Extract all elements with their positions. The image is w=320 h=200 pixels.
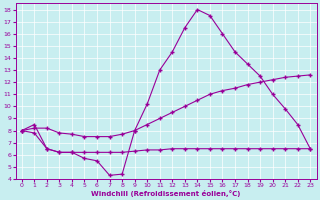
X-axis label: Windchill (Refroidissement éolien,°C): Windchill (Refroidissement éolien,°C) bbox=[91, 190, 241, 197]
